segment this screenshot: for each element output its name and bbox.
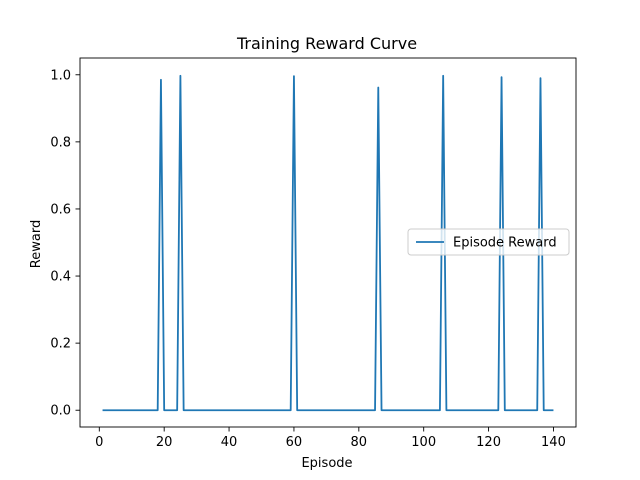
x-tick-label: 140	[541, 435, 566, 450]
x-tick-label: 0	[95, 435, 103, 450]
legend-box	[407, 228, 570, 256]
x-tick-label: 80	[351, 435, 368, 450]
x-axis-label: Episode	[301, 456, 352, 471]
x-tick-label: 20	[156, 435, 173, 450]
y-tick-label: 0.8	[50, 135, 71, 150]
x-tick-label: 60	[286, 435, 303, 450]
y-tick-label: 0.0	[50, 404, 71, 419]
y-axis-label: Reward	[29, 220, 44, 268]
y-tick-label: 0.6	[50, 202, 71, 217]
y-tick-label: 1.0	[50, 68, 71, 83]
x-tick-label: 100	[411, 435, 436, 450]
chart-title: Training Reward Curve	[236, 34, 417, 53]
axes-frame	[79, 57, 577, 428]
legend-label-episode-reward: Episode Reward	[453, 236, 557, 251]
y-tick-label: 0.4	[50, 270, 71, 285]
y-tick-label: 0.2	[50, 337, 71, 352]
x-tick-label: 120	[476, 435, 501, 450]
x-tick-label: 40	[221, 435, 238, 450]
legend: Episode Reward	[407, 228, 570, 256]
plot-area: 0 20 40 60 80 100 120 140 0.0 0.2 0.4 0.6 0.8 1.0	[50, 57, 577, 450]
series-line-episode-reward	[102, 74, 554, 412]
